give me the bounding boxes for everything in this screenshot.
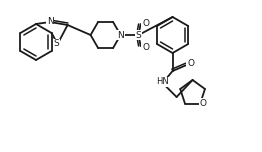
- Text: O: O: [200, 99, 207, 108]
- Text: O: O: [142, 19, 149, 28]
- Text: O: O: [142, 43, 149, 52]
- Text: S: S: [54, 40, 59, 48]
- Text: S: S: [136, 31, 141, 40]
- Text: N: N: [117, 31, 124, 40]
- Text: HN: HN: [156, 78, 169, 86]
- Text: N: N: [47, 17, 53, 26]
- Text: O: O: [187, 59, 194, 67]
